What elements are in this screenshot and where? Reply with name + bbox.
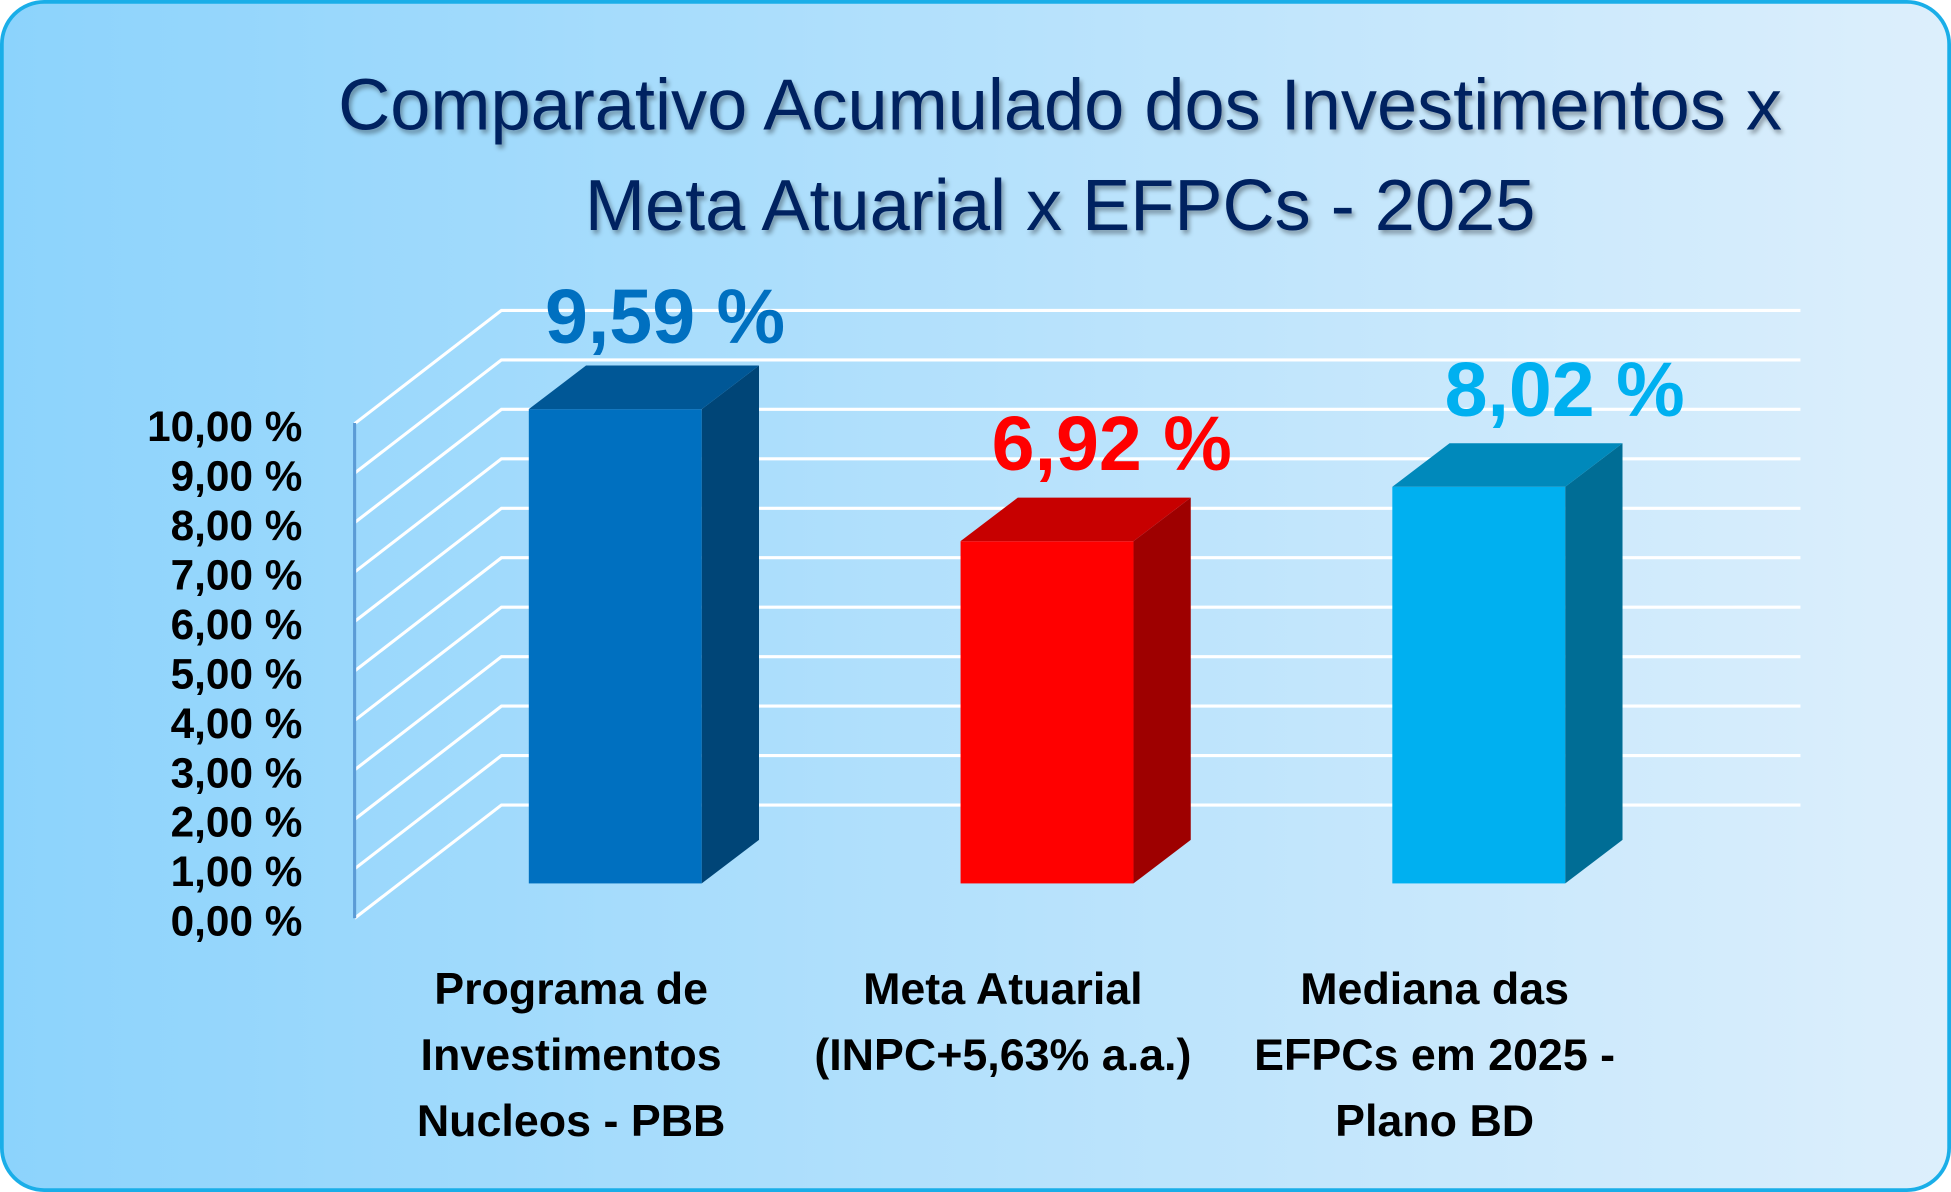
category-label: Plano BD	[1335, 1096, 1534, 1146]
bar-side	[1565, 443, 1623, 884]
gridline	[353, 358, 1801, 475]
gridline	[353, 704, 1801, 821]
chart-title: Comparativo Acumulado dos Investimentos …	[338, 65, 1782, 246]
gridline	[353, 754, 1801, 871]
bar-front	[960, 541, 1134, 884]
gridline	[353, 407, 1801, 524]
y-tick-label: 10,00 %	[147, 403, 302, 450]
gridline	[353, 655, 1801, 772]
gridline	[353, 803, 1801, 920]
chart-title-line-2: Meta Atuarial x EFPCs - 2025	[585, 166, 1535, 246]
y-tick-label: 0,00 %	[171, 898, 303, 945]
category-label: (INPC+5,63% a.a.)	[814, 1030, 1191, 1080]
category-label: EFPCs em 2025 -	[1254, 1030, 1615, 1080]
data-label: 8,02 %	[1445, 347, 1685, 433]
y-tick-label: 4,00 %	[171, 700, 303, 747]
gridlines	[353, 308, 1801, 920]
bar-top	[1392, 443, 1623, 487]
category-labels: Programa de Investimentos Nucleos - PBB Met…	[417, 964, 1615, 1146]
y-tick-label: 3,00 %	[171, 749, 303, 796]
y-tick-label: 6,00 %	[171, 601, 303, 648]
category-label: Nucleos - PBB	[417, 1096, 726, 1146]
bar-top	[960, 497, 1191, 542]
bar-front	[528, 409, 702, 884]
bar-top	[528, 365, 759, 410]
category-label: Mediana das	[1300, 964, 1569, 1014]
gridline	[353, 605, 1801, 722]
y-tick-label: 8,00 %	[171, 502, 303, 549]
category-label: Investimentos	[421, 1030, 722, 1080]
bar	[960, 497, 1191, 884]
y-tick-label: 1,00 %	[171, 848, 303, 895]
y-tick-label: 9,00 %	[171, 453, 303, 500]
bar-side	[1133, 497, 1191, 884]
data-labels: 9,59 % 6,92 % 8,02 %	[545, 274, 1685, 487]
gridline	[353, 308, 1801, 425]
category-label: Meta Atuarial	[863, 964, 1143, 1014]
category-label: Programa de	[434, 964, 708, 1014]
y-axis-tick-labels: 0,00 %1,00 %2,00 %3,00 %4,00 %5,00 %6,00…	[147, 403, 302, 945]
data-label: 6,92 %	[992, 401, 1232, 487]
bar	[1392, 443, 1623, 884]
y-tick-label: 5,00 %	[171, 650, 303, 697]
bar-front	[1392, 486, 1566, 884]
bar	[528, 365, 759, 884]
chart-title-line-1: Comparativo Acumulado dos Investimentos …	[338, 65, 1782, 145]
gridline	[353, 506, 1801, 623]
y-tick-label: 2,00 %	[171, 799, 303, 846]
gridline	[353, 556, 1801, 673]
data-label: 9,59 %	[545, 274, 785, 360]
bar-side	[701, 365, 759, 884]
bars	[528, 365, 1623, 884]
y-tick-label: 7,00 %	[171, 551, 303, 598]
gridline	[353, 457, 1801, 574]
